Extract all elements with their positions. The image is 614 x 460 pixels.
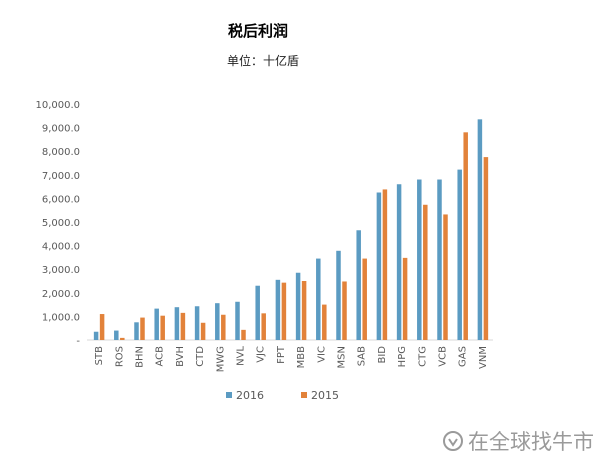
bar-2016-NVL bbox=[235, 301, 240, 340]
x-tick-label: VJC bbox=[256, 346, 267, 363]
x-tick-label: MWG bbox=[215, 346, 226, 372]
bar-2015-SAB bbox=[362, 258, 367, 340]
bar-2015-ROS bbox=[120, 337, 125, 340]
y-tick-label: 6,000.0 bbox=[42, 194, 80, 205]
x-tick-label: VCB bbox=[438, 346, 449, 367]
bar-2016-MBB bbox=[295, 272, 301, 340]
x-tick-label: VNM bbox=[478, 346, 489, 369]
legend-swatch-2015 bbox=[301, 392, 307, 398]
x-tick-label: VIC bbox=[316, 346, 327, 363]
y-axis: - 1,000.0 2,000.0 3,000.0 4,000.0 5,000.0 6,00… bbox=[35, 100, 80, 347]
bar-2016-BID bbox=[376, 192, 382, 340]
bar-2015-ACB bbox=[160, 315, 165, 340]
y-tick-label: 1,000.0 bbox=[42, 312, 80, 323]
y-tick-label: - bbox=[76, 336, 80, 347]
bar-2016-SAB bbox=[356, 230, 361, 340]
x-tick-label: GAS bbox=[458, 346, 469, 367]
bar-2016-VCB bbox=[437, 179, 442, 340]
bar-2015-MBB bbox=[301, 281, 307, 340]
bar-2015-FPT bbox=[281, 282, 287, 340]
bar-2015-VNM bbox=[483, 157, 489, 340]
bar-2015-VJC bbox=[261, 313, 266, 340]
x-tick-label: SAB bbox=[357, 346, 368, 366]
bar-2016-CTD bbox=[194, 306, 200, 340]
bar-2015-BID bbox=[382, 189, 388, 340]
x-tick-label: HPG bbox=[397, 346, 408, 367]
watermark: 在全球找牛市 bbox=[443, 430, 594, 454]
y-tick-label: 3,000.0 bbox=[42, 265, 80, 276]
x-tick-label: STB bbox=[94, 346, 105, 365]
bar-2015-BVH bbox=[180, 312, 186, 340]
x-tick-label: NVL bbox=[236, 346, 247, 366]
y-tick-label: 4,000.0 bbox=[42, 242, 80, 253]
bar-2015-CTG bbox=[423, 204, 428, 340]
legend-label-2016: 2016 bbox=[236, 389, 264, 402]
x-axis: STB ROS BHN ACB BVH CTD MWG NVL VJC FPT MBB VIC MSN S… bbox=[94, 345, 489, 372]
bar-2015-HPG bbox=[402, 257, 408, 340]
bar-2015-MSN bbox=[342, 281, 347, 340]
watermark-logo-icon bbox=[443, 431, 463, 451]
bar-2016-ROS bbox=[114, 330, 119, 340]
bar-2016-BHN bbox=[134, 322, 139, 340]
legend: 2016 2015 bbox=[226, 389, 339, 402]
y-tick-label: 5,000.0 bbox=[42, 218, 80, 229]
x-tick-label: ROS bbox=[114, 346, 125, 367]
bars bbox=[93, 119, 489, 340]
bar-2016-VJC bbox=[255, 285, 260, 340]
bar-2015-VCB bbox=[443, 214, 448, 340]
x-tick-label: BHN bbox=[135, 346, 146, 368]
x-tick-label: CTD bbox=[195, 346, 206, 367]
bar-2016-MSN bbox=[336, 250, 341, 340]
bar-2016-VIC bbox=[316, 258, 321, 340]
bar-2015-CTD bbox=[200, 322, 206, 340]
x-tick-label: FPT bbox=[276, 345, 287, 364]
bar-2016-MWG bbox=[215, 303, 220, 340]
bar-2016-FPT bbox=[275, 279, 281, 340]
bar-2015-VIC bbox=[322, 304, 327, 340]
bar-2016-ACB bbox=[154, 308, 159, 340]
bar-2016-HPG bbox=[396, 184, 402, 340]
chart-title: 税后利润 bbox=[228, 22, 288, 40]
bar-2016-STB bbox=[93, 331, 99, 340]
x-tick-label: BID bbox=[377, 346, 388, 364]
bar-2015-STB bbox=[99, 314, 105, 340]
y-tick-label: 10,000.0 bbox=[35, 100, 80, 111]
x-tick-label: MBB bbox=[296, 346, 307, 368]
bar-2016-GAS bbox=[457, 169, 462, 340]
x-tick-label: CTG bbox=[417, 346, 428, 367]
bar-2016-CTG bbox=[417, 179, 422, 340]
bar-2015-GAS bbox=[463, 132, 468, 340]
legend-swatch-2016 bbox=[226, 392, 232, 398]
y-tick-label: 7,000.0 bbox=[42, 171, 80, 182]
y-tick-label: 9,000.0 bbox=[42, 124, 80, 135]
watermark-text: 在全球找牛市 bbox=[468, 430, 594, 454]
bar-2015-NVL bbox=[241, 329, 246, 340]
chart-subtitle: 单位：十亿盾 bbox=[227, 53, 299, 68]
x-tick-label: ACB bbox=[155, 346, 166, 367]
legend-label-2015: 2015 bbox=[311, 389, 339, 402]
y-tick-label: 8,000.0 bbox=[42, 147, 80, 158]
y-tick-label: 2,000.0 bbox=[42, 289, 80, 300]
x-tick-label: BVH bbox=[175, 346, 186, 367]
bar-2015-MWG bbox=[221, 314, 226, 340]
x-tick-label: MSN bbox=[337, 346, 348, 368]
bar-2015-BHN bbox=[140, 317, 145, 340]
bar-2016-BVH bbox=[174, 307, 180, 340]
bar-2016-VNM bbox=[477, 119, 483, 340]
